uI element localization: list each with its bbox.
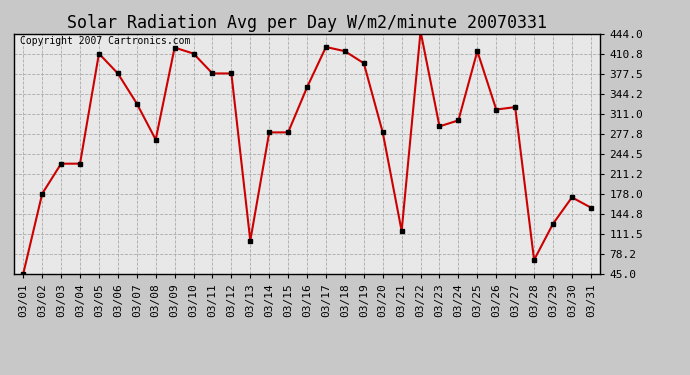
Text: Copyright 2007 Cartronics.com: Copyright 2007 Cartronics.com [19,36,190,46]
Title: Solar Radiation Avg per Day W/m2/minute 20070331: Solar Radiation Avg per Day W/m2/minute … [67,14,547,32]
